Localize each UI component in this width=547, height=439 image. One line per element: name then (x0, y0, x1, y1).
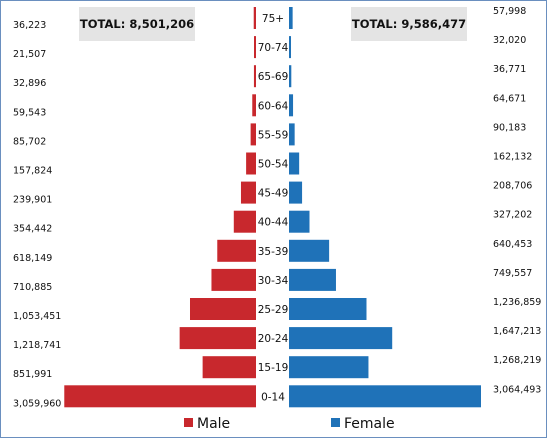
bar-male-45-49 (240, 181, 256, 204)
bar-male-30-34 (211, 268, 256, 291)
age-label-70-74: 70-74 (258, 42, 289, 54)
legend-male-label: Male (197, 416, 230, 432)
legend-male-swatch (184, 418, 193, 427)
bar-male-65-69 (253, 65, 256, 88)
bar-female-60-64 (289, 94, 294, 117)
age-label-25-29: 25-29 (258, 304, 289, 316)
value-label-female-60-64: 64,671 (493, 93, 526, 104)
age-label-75plus: 75+ (262, 13, 284, 25)
age-label-45-49: 45-49 (258, 188, 289, 200)
age-label-15-19: 15-19 (258, 362, 289, 374)
value-label-female-50-54: 162,132 (493, 152, 532, 163)
bar-female-70-74 (289, 36, 292, 59)
value-label-male-40-44: 354,442 (13, 224, 52, 235)
bar-male-15-19 (202, 356, 256, 379)
male-bars (64, 7, 256, 408)
value-label-female-35-39: 640,453 (493, 239, 532, 250)
value-label-male-15-19: 851,991 (13, 369, 52, 380)
value-label-female-15-19: 1,268,219 (493, 355, 541, 366)
bar-female-25-29 (289, 298, 367, 320)
value-label-male-20-24: 1,218,741 (13, 340, 61, 351)
value-label-male-30-34: 710,885 (13, 282, 52, 293)
age-label-40-44: 40-44 (258, 217, 289, 229)
age-label-30-34: 30-34 (258, 275, 289, 287)
age-label-55-59: 55-59 (258, 129, 289, 141)
value-label-male-55-59: 85,702 (13, 136, 46, 147)
bar-female-15-19 (289, 356, 369, 379)
bar-male-70-74 (254, 36, 256, 59)
male-total-label: TOTAL: 8,501,206 (80, 17, 194, 31)
age-label-50-54: 50-54 (258, 159, 289, 171)
legend-female-label: Female (344, 416, 395, 432)
value-label-male-45-49: 239,901 (13, 195, 52, 206)
bar-male-35-39 (217, 239, 256, 262)
value-label-male-75plus: 36,223 (13, 20, 46, 31)
value-label-female-40-44: 327,202 (493, 210, 532, 221)
age-label-0-14: 0-14 (261, 391, 285, 403)
value-label-male-70-74: 21,507 (13, 49, 46, 60)
male-value-labels: 36,223 21,507 32,896 59,543 85,702 157,824 239… (13, 20, 61, 409)
male-total-box (79, 7, 195, 41)
bar-male-40-44 (233, 210, 256, 233)
value-label-female-65-69: 36,771 (493, 64, 526, 75)
value-label-male-60-64: 59,543 (13, 107, 46, 118)
bar-male-25-29 (189, 298, 256, 320)
bar-female-40-44 (289, 210, 310, 233)
value-label-male-50-54: 157,824 (13, 166, 52, 177)
value-label-male-0-14: 3,059,960 (13, 398, 61, 409)
bar-male-0-14 (64, 385, 256, 408)
bar-female-20-24 (289, 327, 393, 350)
bar-male-55-59 (250, 123, 256, 146)
value-label-male-35-39: 618,149 (13, 253, 52, 264)
value-label-female-20-24: 1,647,213 (493, 326, 541, 337)
age-group-labels: 75+ 70-74 65-69 60-64 55-59 50-54 45-49 40-44 35… (258, 13, 289, 403)
female-bars (289, 7, 481, 408)
value-label-female-45-49: 208,706 (493, 181, 532, 192)
bar-male-50-54 (246, 152, 256, 175)
value-label-male-65-69: 32,896 (13, 78, 46, 89)
bar-female-75plus (289, 7, 293, 29)
age-label-60-64: 60-64 (258, 100, 289, 112)
female-value-labels: 57,998 32,020 36,771 64,671 90,183 162,132 208… (493, 6, 541, 395)
bar-female-65-69 (289, 65, 292, 88)
bar-female-45-49 (289, 181, 303, 204)
value-label-female-55-59: 90,183 (493, 122, 526, 133)
value-label-female-0-14: 3,064,493 (493, 384, 541, 395)
age-label-35-39: 35-39 (258, 246, 289, 258)
age-label-20-24: 20-24 (258, 333, 289, 345)
bar-male-60-64 (252, 94, 256, 117)
value-label-female-70-74: 32,020 (493, 35, 526, 46)
bar-female-35-39 (289, 239, 330, 262)
value-label-female-25-29: 1,236,859 (493, 297, 541, 308)
female-total-box (351, 7, 467, 41)
bar-male-20-24 (179, 327, 256, 350)
value-label-female-30-34: 749,557 (493, 268, 532, 279)
age-label-65-69: 65-69 (258, 71, 289, 83)
female-total-label: TOTAL: 9,586,477 (352, 17, 466, 31)
bar-female-30-34 (289, 268, 336, 291)
bar-female-50-54 (289, 152, 300, 175)
bar-female-0-14 (289, 385, 481, 408)
bar-male-75plus (253, 7, 256, 29)
value-label-female-75plus: 57,998 (493, 6, 526, 17)
legend-female-swatch (331, 418, 340, 427)
bar-female-55-59 (289, 123, 295, 146)
value-label-male-25-29: 1,053,451 (13, 311, 61, 322)
